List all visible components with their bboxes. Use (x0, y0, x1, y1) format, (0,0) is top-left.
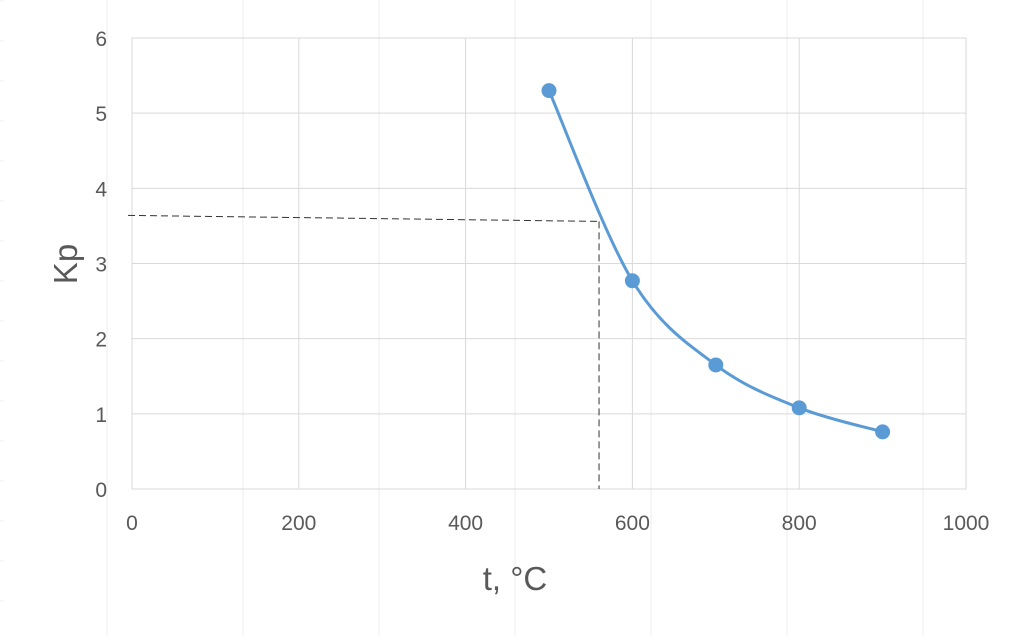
y-axis-label: Kp (47, 244, 84, 284)
data-point (791, 400, 807, 416)
y-tick-label: 4 (95, 178, 107, 201)
y-tick-label: 0 (95, 479, 107, 502)
plot-area-frame (131, 37, 967, 490)
y-tick-label: 1 (95, 404, 107, 427)
data-point (624, 273, 640, 289)
x-tick-labels: 0 200 400 600 800 1000 (126, 512, 989, 535)
horizontal-reference-line (127, 214, 600, 222)
y-tick-label: 2 (95, 329, 107, 352)
x-tick-label: 0 (126, 512, 138, 535)
x-axis-label: t, °C (483, 560, 548, 597)
series-layer (541, 83, 891, 440)
y-tick-label: 3 (95, 254, 107, 277)
reference-lines (127, 214, 600, 489)
data-point (708, 357, 724, 373)
x-tick-label: 400 (448, 512, 483, 535)
x-tick-label: 200 (281, 512, 316, 535)
series-line (547, 89, 885, 434)
background-cell-grid (0, 0, 924, 636)
x-tick-label: 600 (615, 512, 650, 535)
x-tick-label: 800 (782, 512, 817, 535)
y-tick-label: 5 (95, 103, 107, 126)
y-tick-label: 6 (95, 28, 107, 51)
x-tick-label: 1000 (943, 512, 990, 535)
data-point (875, 424, 891, 440)
data-point (541, 83, 557, 99)
y-tick-labels: 0 1 2 3 4 5 6 (95, 28, 107, 502)
